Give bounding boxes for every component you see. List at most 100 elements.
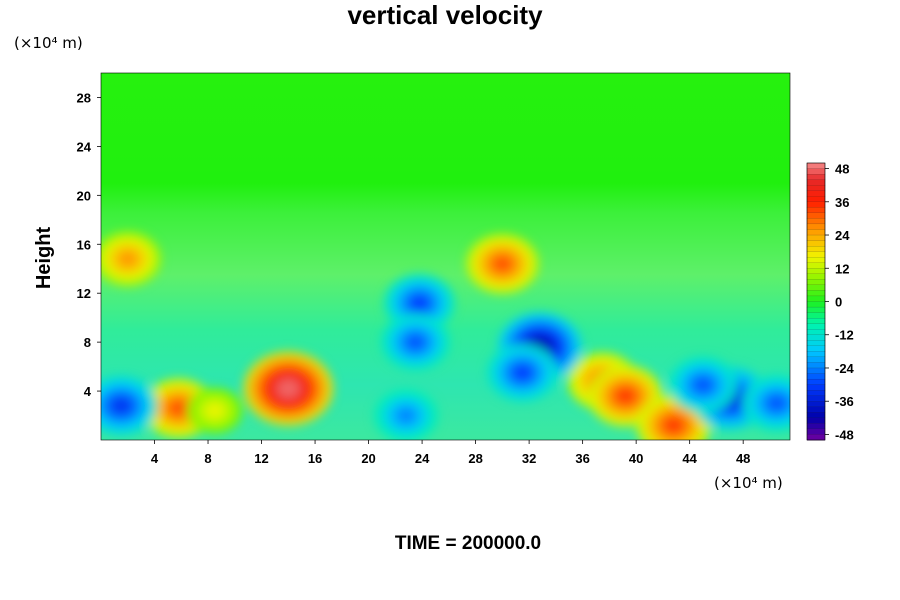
colorbar-swatch [806,301,826,308]
colorbar-swatch [806,428,826,435]
colorbar-swatch [806,196,826,203]
colorbar-swatch [806,262,826,269]
colorbar-swatch [806,406,826,413]
colorbar-swatch [806,318,826,325]
colorbar-tick-label: -24 [835,361,855,376]
x-tick-label: 4 [151,451,159,466]
y-axis-label: Height [33,227,55,290]
x-tick-label: 44 [682,451,697,466]
x-tick-label: 28 [468,451,482,466]
plot-frame [100,72,791,441]
colorbar-swatch [806,273,826,280]
x-tick-label: 48 [736,451,750,466]
colorbar-swatch [806,162,826,170]
y-tick-label: 8 [84,335,91,350]
colorbar-swatch [806,329,826,336]
time-annotation: TIME = 200000.0 [395,533,541,554]
x-tick-label: 36 [575,451,589,466]
velocity-contour [406,334,425,350]
x-tick-label: 32 [522,451,536,466]
velocity-feature [186,387,243,434]
colorbar-swatch [806,412,826,419]
colorbar-swatch [806,306,826,314]
colorbar-swatch [806,212,826,219]
colorbar-swatch [806,240,826,247]
velocity-contour [397,408,415,423]
colorbar-swatch [806,334,826,341]
colorbar-tick-label: 48 [835,162,849,177]
y-tick-label: 24 [77,139,92,154]
colorbar-swatch [806,279,826,286]
colorbar-swatch [806,223,826,230]
y-tick-label: 12 [77,286,91,301]
y-tick-label: 16 [77,237,91,252]
colorbar-swatch [806,295,826,302]
velocity-feature [381,313,450,371]
colorbar-swatch [806,345,826,352]
colorbar-tick-label: 12 [835,261,849,276]
colorbar-swatch [806,251,826,258]
velocity-contour [694,377,712,393]
velocity-contour [410,295,429,311]
velocity-contour [119,251,137,267]
colorbar-swatch [806,323,826,330]
velocity-feature [373,388,439,440]
colorbar-swatch [806,290,826,297]
colorbar-tick-label: -12 [835,328,854,343]
velocity-contour [513,365,532,381]
colorbar-tick-label: 0 [835,295,842,310]
colorbar-swatch [806,201,826,208]
plot-area [101,73,790,440]
velocity-contour [169,400,189,417]
colorbar-tick-label: 24 [835,228,850,243]
colorbar-swatch [806,268,826,275]
colorbar-swatch [806,234,826,242]
colorbar-swatch [806,229,826,236]
colorbar-swatch [806,168,826,175]
x-axis: 4 8 12 16 20 24 28 32 36 40 44 48 [151,440,750,466]
colorbar-swatch [806,423,826,430]
x-tick-label: 8 [204,451,211,466]
colorbar-swatch [806,362,826,369]
y-tick-label: 20 [77,188,91,203]
velocity-contour [615,387,636,405]
colorbar-swatch [806,401,826,408]
y-tick-label: 28 [77,90,91,105]
x-tick-label: 12 [254,451,268,466]
velocity-feature [243,351,334,426]
colorbar-swatch [806,257,826,264]
colorbar-swatch [806,390,826,397]
x-axis-unit: (×10⁴ m) [714,474,783,492]
x-tick-label: 40 [629,451,643,466]
y-axis-unit: (×10⁴ m) [14,34,83,52]
velocity-feature [742,374,790,432]
velocity-contour [492,255,512,272]
colorbar-swatch [806,417,826,424]
colorbar-swatch [806,373,826,380]
velocity-contour [207,404,223,417]
velocity-feature [487,343,558,402]
colorbar-swatch [806,179,826,186]
colorbar-swatch [806,434,826,441]
colorbar-swatch [806,340,826,347]
colorbar-swatch [806,378,826,386]
colorbar-swatch [806,351,826,358]
colorbar-swatch [806,312,826,319]
colorbar-swatch [806,284,826,291]
colorbar-swatch [806,218,826,225]
colorbar-swatch [806,384,826,391]
colorbar-tick-label: -48 [835,427,854,442]
velocity-feature [465,233,539,294]
x-tick-label: 16 [308,451,322,466]
velocity-contour [276,378,301,399]
colorbar-swatch [806,367,826,374]
chart-title: vertical velocity [347,0,543,30]
colorbar-swatch [806,246,826,253]
x-tick-label: 24 [415,451,430,466]
velocity-feature [101,231,162,287]
colorbar-swatch [806,185,826,192]
colorbar-swatch [806,190,826,197]
colorbar-swatch [806,356,826,363]
velocity-contour [767,395,786,411]
